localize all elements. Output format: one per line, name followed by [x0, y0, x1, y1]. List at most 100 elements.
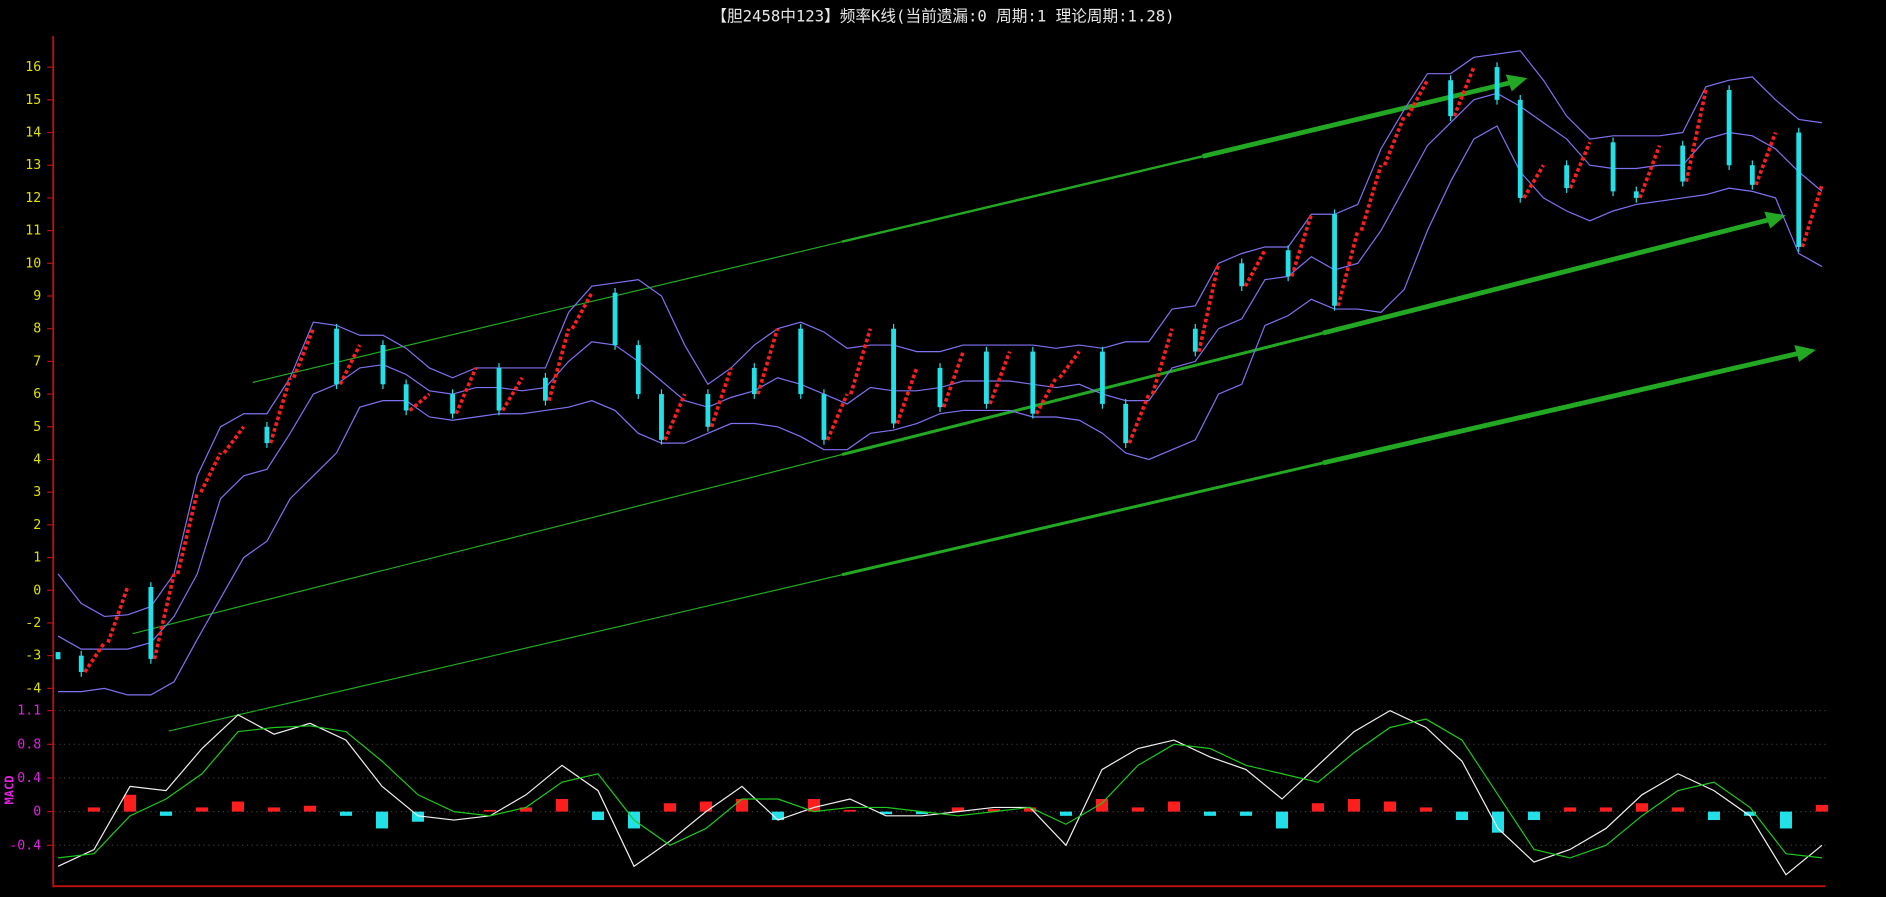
- histogram-bar: [987, 809, 1001, 812]
- histogram-bar: [1203, 811, 1216, 816]
- histogram-bar: [1635, 803, 1648, 812]
- histogram-bar: [915, 811, 929, 815]
- histogram-bar: [1815, 804, 1828, 812]
- candle-up: [988, 350, 1012, 405]
- candle-down: [891, 328, 896, 424]
- candle-down: [984, 351, 989, 404]
- candle-down: [78, 655, 84, 673]
- histogram-bar: [879, 811, 893, 815]
- y-tick-label: 3: [33, 485, 41, 500]
- candle-up: [1522, 164, 1545, 199]
- candle-down: [1796, 132, 1802, 247]
- candle-up: [268, 377, 292, 444]
- trend-line: [841, 331, 1324, 456]
- histogram-bar: [1455, 811, 1468, 821]
- candle-up: [199, 452, 223, 493]
- candle-up: [1568, 141, 1592, 189]
- candle-up: [1800, 184, 1824, 248]
- histogram-bar: [340, 811, 353, 816]
- y-tick-label: 1: [33, 551, 41, 566]
- histogram-bar: [88, 807, 101, 812]
- candle-up: [1243, 249, 1267, 288]
- candle-down: [1030, 351, 1036, 414]
- histogram-bar: [232, 801, 245, 812]
- trend-line: [168, 574, 843, 732]
- candle-up: [1638, 144, 1662, 199]
- candle-up: [709, 367, 733, 428]
- candle-up: [895, 367, 919, 425]
- y-axis-label: MACD: [2, 776, 16, 805]
- histogram-bar: [1311, 803, 1324, 812]
- y-tick-label: 0: [33, 583, 41, 598]
- candle-up: [222, 425, 246, 455]
- histogram-bar: [1239, 811, 1252, 816]
- candle-up: [1359, 164, 1383, 232]
- histogram-bar: [843, 809, 857, 812]
- y-tick-label: -2: [25, 616, 41, 631]
- candle-down: [1192, 328, 1198, 352]
- candle-down: [380, 345, 386, 385]
- candle-down: [1633, 191, 1639, 198]
- histogram-bar: [1599, 807, 1612, 812]
- candle-up: [1684, 89, 1708, 182]
- candle-down: [937, 367, 943, 408]
- histogram-bar: [1275, 811, 1288, 829]
- trend-arrows: [132, 74, 1816, 732]
- candle-down: [1239, 263, 1245, 287]
- histogram-bar: [1383, 801, 1396, 812]
- histogram-bar: [268, 807, 281, 812]
- candle-down: [148, 587, 154, 659]
- histogram-bar: [1743, 811, 1756, 816]
- y-tick-label: 7: [33, 354, 41, 369]
- histogram-bar: [735, 799, 749, 812]
- arrow-head: [1505, 74, 1528, 92]
- candle-down: [1285, 250, 1291, 277]
- candle-down: [403, 384, 409, 411]
- candle-down: [705, 394, 711, 427]
- candle-up: [1452, 66, 1476, 117]
- histogram-bar: [1059, 811, 1073, 816]
- candle-up: [454, 367, 478, 415]
- candle-down: [821, 394, 827, 440]
- candle-down: [659, 394, 664, 440]
- y-tick-label: -0.4: [9, 838, 41, 853]
- candle-down: [1680, 145, 1686, 182]
- candle-down: [264, 426, 270, 444]
- y-tick-label: 10: [25, 256, 41, 271]
- y-tick-label: 0.8: [17, 737, 41, 752]
- trend-line: [841, 155, 1203, 243]
- histogram-bar: [1707, 811, 1720, 821]
- candle-up: [756, 328, 780, 395]
- candle-down: [1749, 165, 1755, 185]
- histogram-bar: [1167, 801, 1180, 812]
- candle-up: [1336, 230, 1360, 307]
- candle-up: [1150, 328, 1174, 395]
- histogram-bar: [663, 803, 677, 812]
- histogram-bar: [196, 807, 209, 812]
- histogram-bar: [1347, 799, 1360, 812]
- histogram-bar: [1023, 807, 1037, 812]
- arrow-head: [1794, 345, 1816, 362]
- candle-down: [334, 328, 339, 385]
- candle-up: [1406, 79, 1429, 118]
- band-line: [58, 125, 1823, 696]
- band-line: [57, 50, 1823, 618]
- candle-up: [570, 291, 594, 330]
- y-tick-label: 0.4: [17, 771, 41, 786]
- trend-line: [1322, 217, 1769, 336]
- arrow-head: [1764, 211, 1786, 229]
- candle-up: [1058, 350, 1081, 379]
- chart-title: 【胆2458中123】频率K线(当前遗漏:0 周期:1 理论周期:1.28): [711, 6, 1174, 25]
- candle-down: [1332, 214, 1337, 306]
- candle-down: [496, 367, 502, 411]
- candle-down: [1494, 67, 1500, 100]
- candle-up: [1127, 393, 1151, 444]
- histogram-bar: [304, 805, 317, 812]
- y-tick-label: 12: [25, 191, 41, 206]
- y-tick-label: 16: [25, 60, 41, 75]
- candle-up: [1382, 115, 1406, 166]
- candle-down: [635, 345, 641, 395]
